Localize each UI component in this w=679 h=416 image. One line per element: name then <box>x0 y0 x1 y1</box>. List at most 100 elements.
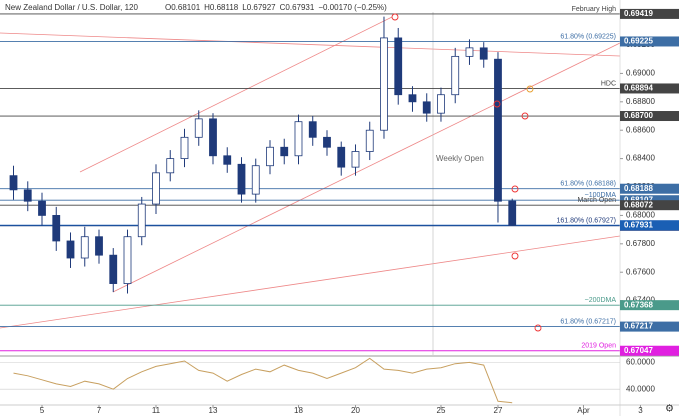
price-box-label: 0.69225 <box>624 37 653 46</box>
trend-line <box>0 32 621 57</box>
marker <box>511 252 519 260</box>
candle-body <box>137 203 146 238</box>
candle-body <box>394 37 403 96</box>
x-tick-label: 3 <box>638 406 643 415</box>
y-tick-label: 0.68800 <box>626 97 655 106</box>
x-tick-label: 20 <box>351 406 360 415</box>
candle-body <box>251 165 260 195</box>
candle-body <box>95 236 103 256</box>
price-box <box>620 345 679 356</box>
candle-body <box>266 146 274 167</box>
y-tick-label: 0.68600 <box>626 125 655 134</box>
candle-body <box>351 151 360 168</box>
y-tick-label: 0.67600 <box>626 267 655 276</box>
level-name: 61.80% (0.67217) <box>560 318 616 325</box>
y-tick-label: 0.68000 <box>626 211 655 220</box>
candle-body <box>451 55 460 96</box>
price-box-label: 0.68107 <box>624 195 653 204</box>
candle-body <box>237 163 246 195</box>
price-box <box>620 111 679 122</box>
marker <box>493 100 501 108</box>
marker <box>526 85 534 93</box>
x-tick-label: 27 <box>494 406 503 415</box>
marks <box>0 13 620 352</box>
quote-value: H0.68118 <box>204 3 239 12</box>
x-tick-label: Apr <box>577 406 590 415</box>
marker <box>511 185 519 193</box>
candle-body <box>152 172 160 205</box>
level-name: 161.80% (0.67927) <box>556 218 616 225</box>
y-tick-label: 0.68400 <box>626 154 655 163</box>
quote-value: C0.67931 <box>280 3 315 12</box>
marker <box>534 324 542 332</box>
candle-body <box>479 47 488 60</box>
price-box <box>620 83 679 94</box>
price-box-label: 0.69419 <box>624 9 653 18</box>
price-box <box>620 220 679 231</box>
markers <box>391 13 542 332</box>
candle-body <box>308 121 317 138</box>
level-name: March Open <box>577 197 616 204</box>
x-tick-label: 18 <box>294 406 303 415</box>
price-box-label: 0.68700 <box>624 111 653 120</box>
candle-body <box>280 146 289 157</box>
level-name: ~100DMA <box>585 192 617 199</box>
level-name: 2019 Open <box>581 343 616 350</box>
candle-body <box>465 47 474 57</box>
candle-body <box>52 215 61 242</box>
price-box-label: 0.68188 <box>624 184 653 193</box>
candle-body <box>38 200 46 216</box>
candle-body <box>194 118 203 138</box>
candle-body <box>494 58 502 202</box>
x-tick-label: 11 <box>152 406 161 415</box>
y-tick-label: 0.69000 <box>626 69 655 78</box>
quote-value: O0.68101 <box>165 3 201 12</box>
rsi-line <box>13 357 513 404</box>
price-box-label: 0.68894 <box>624 84 653 93</box>
candle-body <box>365 129 374 152</box>
x-tick-label: 13 <box>209 406 218 415</box>
candle-body <box>109 254 118 284</box>
candle-body <box>166 158 175 174</box>
level-name: 61.80% (0.69225) <box>560 33 616 40</box>
rsi-tick-label: 40.0000 <box>626 384 655 393</box>
price-box <box>620 8 679 19</box>
level-name: 61.80% (0.68188) <box>560 181 616 188</box>
trend-line <box>112 42 621 293</box>
candle-body <box>422 101 431 114</box>
candle-body <box>23 189 32 202</box>
price-box-label: 0.68072 <box>624 200 653 209</box>
annotation: Weekly Open <box>436 154 484 163</box>
candle-body <box>180 136 189 160</box>
trend-lines <box>0 16 621 329</box>
candle-body <box>123 236 132 284</box>
price-box <box>620 300 679 311</box>
settings-icon[interactable]: ⚙ <box>665 404 674 415</box>
x-tick-label: 7 <box>97 406 102 415</box>
candle-body <box>294 121 303 157</box>
price-box <box>620 321 679 332</box>
level-name: ~200DMA <box>585 297 617 304</box>
marker <box>521 112 529 120</box>
candle-body <box>437 94 445 114</box>
level-name: February High <box>572 6 616 13</box>
chart-title: New Zealand Dollar / U.S. Dollar, 120 <box>5 3 139 12</box>
trend-line <box>0 235 621 329</box>
x-tick-label: 5 <box>40 406 45 415</box>
price-box <box>620 183 679 194</box>
price-box-label: 0.67368 <box>624 300 653 309</box>
price-box <box>620 200 679 211</box>
candle-body <box>508 200 517 226</box>
x-tick-label: 25 <box>437 406 446 415</box>
candle-body <box>66 240 75 259</box>
candle-body <box>337 146 346 168</box>
candle-body <box>380 37 388 131</box>
y-tick-label: 0.67800 <box>626 239 655 248</box>
rsi-tick-label: 60.0000 <box>626 357 655 366</box>
level-name: HDC <box>601 80 616 87</box>
price-box-label: 0.67047 <box>624 346 653 355</box>
candle-body <box>223 155 232 165</box>
price-box-label: 0.67931 <box>624 220 653 229</box>
